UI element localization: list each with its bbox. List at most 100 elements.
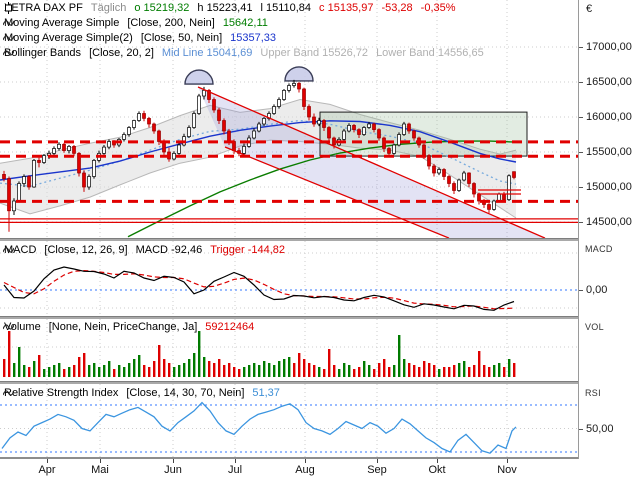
macd-line: [3, 266, 515, 311]
rsi-legend[interactable]: Relative Strength Index [Close, 14, 30, 7…: [3, 387, 281, 399]
volume-bar: [333, 365, 336, 377]
price-tick: [579, 116, 583, 118]
month-tick: [235, 459, 236, 463]
price-tick-label: 15500,00: [586, 145, 632, 158]
volume-panel[interactable]: [0, 319, 578, 381]
volume-bar: [318, 367, 321, 377]
line-icon: [3, 35, 14, 41]
volume-bar: [378, 363, 381, 377]
price-tick: [579, 151, 583, 153]
price-tick: [579, 47, 583, 48]
volume-bar: [288, 357, 291, 377]
candlestick-icon: [5, 2, 12, 14]
volume-bar: [228, 363, 231, 377]
price-panel[interactable]: [0, 0, 578, 238]
volume-bar: [133, 359, 136, 377]
volume-bar: [513, 363, 516, 377]
volume-bar: [138, 355, 141, 377]
rsi-panel[interactable]: [0, 384, 578, 457]
volume-bar: [443, 367, 446, 377]
legend-segment: Moving Average Simple: [4, 17, 120, 29]
legend-segment: [None, Nein, PriceChange, Ja]: [48, 321, 198, 333]
month-tick: [507, 459, 508, 463]
line-icon: [3, 20, 14, 26]
volume-bar: [243, 367, 246, 377]
line-icon: [3, 50, 14, 56]
volume-bar: [123, 367, 126, 377]
volume-bar: [98, 367, 101, 377]
legend-segment: [Close, 20, 2]: [89, 47, 154, 59]
volume-bar: [188, 359, 191, 377]
volume-bar: [278, 361, 281, 377]
legend-segment: [Close, 14, 30, 70, Nein]: [126, 387, 245, 399]
volume-bar: [23, 365, 26, 377]
rsi-mid-tick: [579, 429, 583, 430]
trendline[interactable]: [197, 86, 546, 238]
volume-bar: [153, 361, 156, 377]
volume-bar: [413, 365, 416, 377]
price-tick-label: 16500,00: [586, 76, 632, 88]
dome-annotation[interactable]: [184, 69, 214, 85]
panel-separator[interactable]: [0, 381, 578, 384]
vol-axis-label: VOL: [585, 322, 604, 332]
legend-segment: [Close, 200, Nein]: [127, 17, 215, 29]
volume-bar: [298, 353, 301, 377]
volume-bar: [103, 365, 106, 377]
volume-bar: [83, 353, 86, 377]
volume-bar: [448, 367, 451, 377]
macd-legend[interactable]: MACD [Close, 12, 26, 9] MACD -92,46 Trigger…: [3, 244, 286, 256]
volume-bar: [388, 367, 391, 377]
bollinger-legend[interactable]: Bollinger Bands [Close, 20, 2] Mid Line 15…: [3, 47, 485, 59]
macd-zero-label: 0,00: [586, 284, 608, 296]
macd-axis-label: MACD: [585, 244, 613, 254]
volume-bar: [418, 367, 421, 377]
volume-bar: [433, 365, 436, 377]
volume-bar: [13, 363, 16, 377]
volume-bar: [423, 361, 426, 377]
volume-bar: [198, 331, 201, 377]
panel-separator[interactable]: [0, 238, 578, 241]
dome-annotation[interactable]: [284, 66, 314, 82]
volume-bar: [8, 331, 11, 377]
candlesticks: [2, 79, 516, 232]
volume-bar: [428, 363, 431, 377]
volume-bar: [33, 361, 36, 377]
volume-bar: [283, 359, 286, 377]
volume-bar: [73, 365, 76, 377]
volume-bar: [143, 365, 146, 377]
ma50-legend[interactable]: Moving Average Simple(2) [Close, 50, Nein…: [3, 32, 277, 44]
volume-bar: [483, 365, 486, 377]
month-label: Nov: [497, 464, 517, 476]
volume-bar: [253, 363, 256, 377]
volume-bar: [53, 365, 56, 377]
price-axis[interactable]: € 17000,00 16500,00 16000,00 15500,00 15000,…: [578, 0, 640, 459]
x-axis-border: [0, 457, 578, 459]
volume-legend[interactable]: Volume [None, Nein, PriceChange, Ja] 59212…: [3, 321, 255, 333]
panel-separator[interactable]: [0, 316, 578, 319]
month-tick: [305, 459, 306, 463]
legend-segment: c 15135,97: [319, 2, 374, 14]
instrument-legend[interactable]: XETRA DAX PF Täglich o 15219,32 h 15223,41 l…: [3, 2, 457, 14]
month-label: Mai: [91, 464, 109, 476]
month-label: Jul: [227, 464, 243, 476]
volume-bar: [498, 363, 501, 377]
volume-bar: [218, 359, 221, 377]
month-label: Okt: [428, 464, 446, 476]
volume-bar: [258, 365, 261, 377]
macd-panel[interactable]: [0, 241, 578, 316]
price-tick: [579, 221, 583, 223]
volume-bar: [358, 367, 361, 377]
volume-bar: [488, 367, 491, 377]
volume-bar: [168, 363, 171, 377]
ma200-legend[interactable]: Moving Average Simple [Close, 200, Nein] 1…: [3, 17, 269, 29]
volume-bar: [503, 367, 506, 377]
legend-segment: 51,37: [252, 387, 280, 399]
volume-bar: [403, 359, 406, 377]
time-axis[interactable]: Apr Mai Jun Jul Aug Sep Okt Nov: [0, 459, 578, 480]
volume-bar: [463, 361, 466, 377]
volume-bar: [38, 355, 41, 377]
volume-bar: [368, 365, 371, 377]
price-tick-label: 16000,00: [586, 110, 632, 123]
volume-bar: [473, 365, 476, 377]
legend-segment: 15357,33: [230, 32, 277, 44]
